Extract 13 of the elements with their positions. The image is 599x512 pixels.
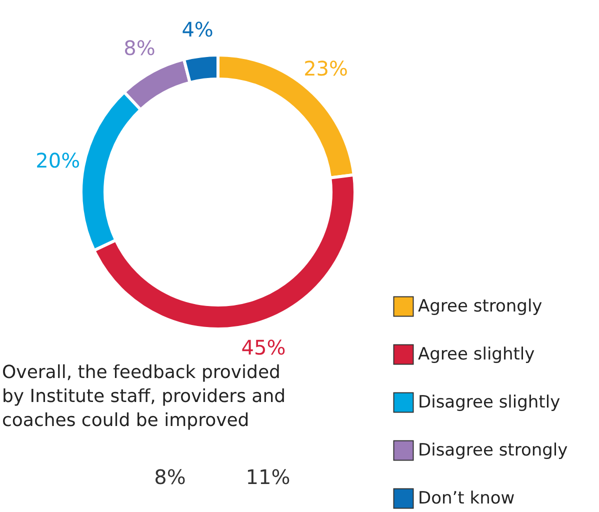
text: Overall, the feedback provided by Institute staff, providers and coaches could be improved (2, 362, 286, 431)
legend-label: Don’t know (418, 488, 515, 508)
data-label: 45% (241, 336, 286, 360)
data-label: 20% (36, 148, 80, 172)
legend-label: Agree slightly (418, 344, 535, 364)
data-label: 23% (304, 56, 348, 81)
text: 11% (246, 465, 290, 489)
legend-label: Disagree slightly (418, 392, 560, 412)
data-label: 4% (182, 17, 214, 42)
data-label: 8% (124, 36, 156, 60)
legend-label: Agree strongly (418, 296, 542, 316)
text: 8% (154, 465, 186, 489)
legend-label: Disagree strongly (418, 440, 568, 460)
